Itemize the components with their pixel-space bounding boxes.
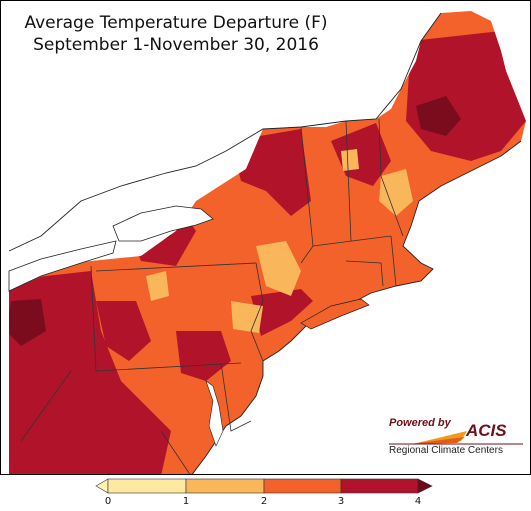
legend-colorbar bbox=[95, 478, 433, 494]
legend-tick-1: 1 bbox=[182, 496, 190, 507]
legend-bin-0-1 bbox=[107, 478, 187, 494]
canada-border bbox=[8, 12, 442, 252]
chesapeake-bay bbox=[205, 380, 224, 447]
legend-tick-4: 4 bbox=[414, 496, 422, 507]
lake-erie bbox=[8, 240, 117, 292]
map-subtitle: September 1-November 30, 2016 bbox=[33, 35, 319, 55]
lake-ontario bbox=[112, 205, 214, 242]
legend-tick-2: 2 bbox=[260, 496, 268, 507]
legend-bin-1-2 bbox=[185, 478, 265, 494]
map-frame: Average Temperature Departure (F) Septem… bbox=[0, 0, 531, 475]
legend-bin-3-4 bbox=[340, 478, 419, 494]
legend-bin-below-0 bbox=[95, 478, 109, 494]
regional-climate-centers-text: Regional Climate Centers bbox=[389, 445, 503, 456]
legend-tick-3: 3 bbox=[337, 496, 345, 507]
acis-logo: Powered by ACIS Regional Climate Centers bbox=[387, 417, 527, 461]
color-legend: 0 1 2 3 4 bbox=[0, 475, 531, 511]
long-island bbox=[300, 298, 370, 330]
acis-swoosh-icon bbox=[389, 431, 523, 445]
departure-3-4-zones bbox=[9, 31, 526, 474]
departure-1-2-zones bbox=[146, 149, 413, 333]
acis-brand-text: ACIS bbox=[466, 421, 507, 440]
temperature-departure-map bbox=[8, 11, 526, 474]
legend-tick-0: 0 bbox=[104, 496, 112, 507]
legend-bin-above-4 bbox=[417, 478, 433, 494]
legend-bin-2-3 bbox=[263, 478, 342, 494]
land-region bbox=[9, 11, 526, 474]
powered-by-text: Powered by bbox=[389, 417, 451, 429]
map-title: Average Temperature Departure (F) bbox=[24, 13, 328, 33]
state-boundaries bbox=[20, 118, 404, 474]
